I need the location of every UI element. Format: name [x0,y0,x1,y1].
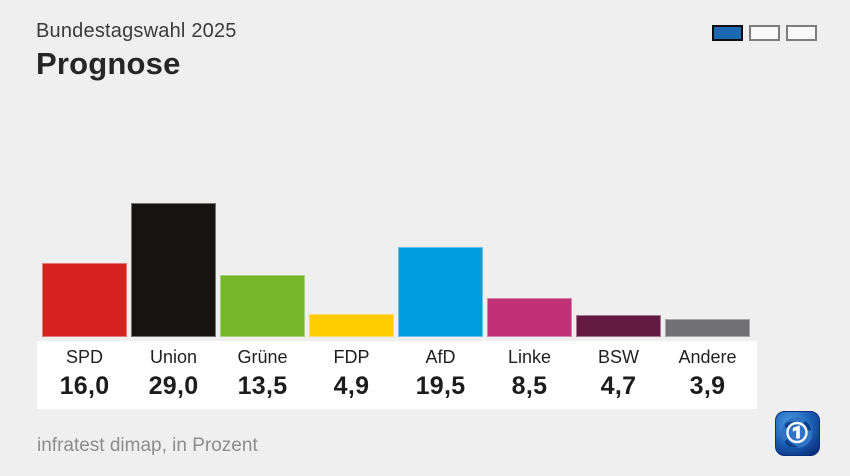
result-column-andere: Andere 3,9 [665,341,750,400]
page-title: Prognose [36,46,181,81]
source-note: infratest dimap, in Prozent [37,435,258,456]
party-value-afd: 19,5 [415,372,466,400]
result-column-bsw: BSW 4,7 [576,341,661,400]
result-column-afd: AfD 19,5 [398,341,483,400]
party-value-spd: 16,0 [59,372,110,400]
bar-chart [42,203,750,337]
chart-subtitle: Bundestagswahl 2025 [36,20,237,42]
party-value-gr-ne: 13,5 [237,372,288,400]
party-label-andere: Andere [678,347,737,367]
bar-linke [487,298,572,337]
results-panel: SPD 16,0 Union 29,0 Grüne 13,5 FDP 4,9 AfD 19,5 Li… [37,341,757,409]
party-value-fdp: 4,9 [333,372,370,400]
page-box-2[interactable] [749,25,780,41]
party-label-gr-ne: Grüne [237,347,288,367]
bar-gr-ne [220,275,305,337]
party-label-bsw: BSW [597,347,639,367]
das-erste-logo [775,411,820,456]
das-erste-logo-icon [775,411,820,456]
party-label-spd: SPD [65,347,103,367]
result-column-linke: Linke 8,5 [487,341,572,400]
result-column-fdp: FDP 4,9 [309,341,394,400]
bar-andere [665,319,750,337]
header: Bundestagswahl 2025 Prognose [36,20,237,82]
page-indicator [712,25,817,41]
results-columns: SPD 16,0 Union 29,0 Grüne 13,5 FDP 4,9 AfD 19,5 Li… [42,341,750,400]
result-column-spd: SPD 16,0 [42,341,127,400]
bar-fdp [309,314,394,337]
page-box-1[interactable] [712,25,743,41]
result-column-gr-ne: Grüne 13,5 [220,341,305,400]
party-value-linke: 8,5 [511,372,548,400]
party-label-fdp: FDP [333,347,370,367]
party-label-linke: Linke [507,347,552,367]
party-value-union: 29,0 [148,372,199,400]
party-value-bsw: 4,7 [600,372,637,400]
bar-spd [42,263,127,337]
page-box-3[interactable] [786,25,817,41]
bar-afd [398,247,483,337]
bar-union [131,203,216,337]
party-label-afd: AfD [425,347,456,367]
party-value-andere: 3,9 [689,372,726,400]
bar-bsw [576,315,661,337]
result-column-union: Union 29,0 [131,341,216,400]
party-label-union: Union [149,347,198,367]
